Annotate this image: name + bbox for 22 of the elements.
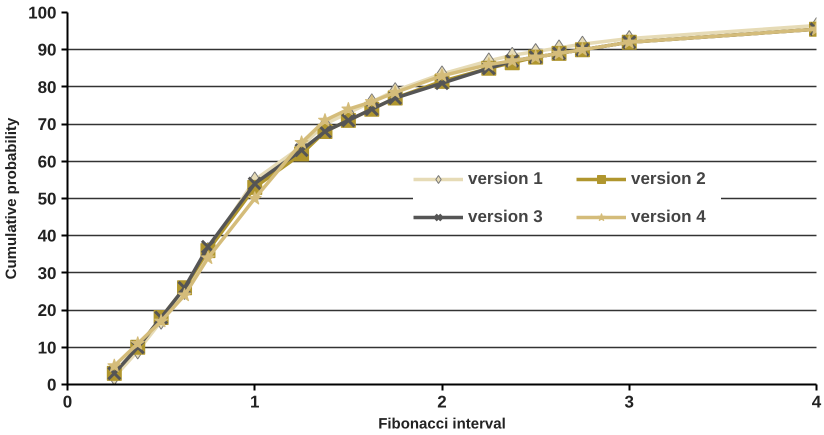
x-tick-label: 3 <box>624 392 634 412</box>
y-tick-label: 30 <box>38 264 57 283</box>
x-tick-label: 1 <box>250 392 260 412</box>
y-tick-label: 60 <box>38 152 57 172</box>
y-tick-label: 70 <box>38 115 57 134</box>
y-tick-label: 50 <box>38 190 57 208</box>
y-axis-title: Cumulative probability <box>3 117 20 280</box>
x-tick-label: 4 <box>812 392 822 412</box>
y-tick-label: 40 <box>38 226 57 246</box>
y-tick-label: 90 <box>38 40 57 60</box>
y-tick-label: 20 <box>38 301 57 320</box>
x-axis-title: Fibonacci interval <box>378 416 506 432</box>
legend-label: version 2 <box>631 169 707 189</box>
legend-label: version 4 <box>631 207 707 227</box>
y-tick-label: 0 <box>47 376 57 394</box>
x-tick-label: 2 <box>437 392 447 412</box>
legend-label: version 3 <box>468 207 544 227</box>
y-tick-label: 100 <box>28 4 57 22</box>
x-tick-label: 0 <box>62 392 72 412</box>
y-tick-label: 80 <box>38 78 57 97</box>
legend-label: version 1 <box>468 169 544 189</box>
y-tick-label: 10 <box>38 338 57 358</box>
